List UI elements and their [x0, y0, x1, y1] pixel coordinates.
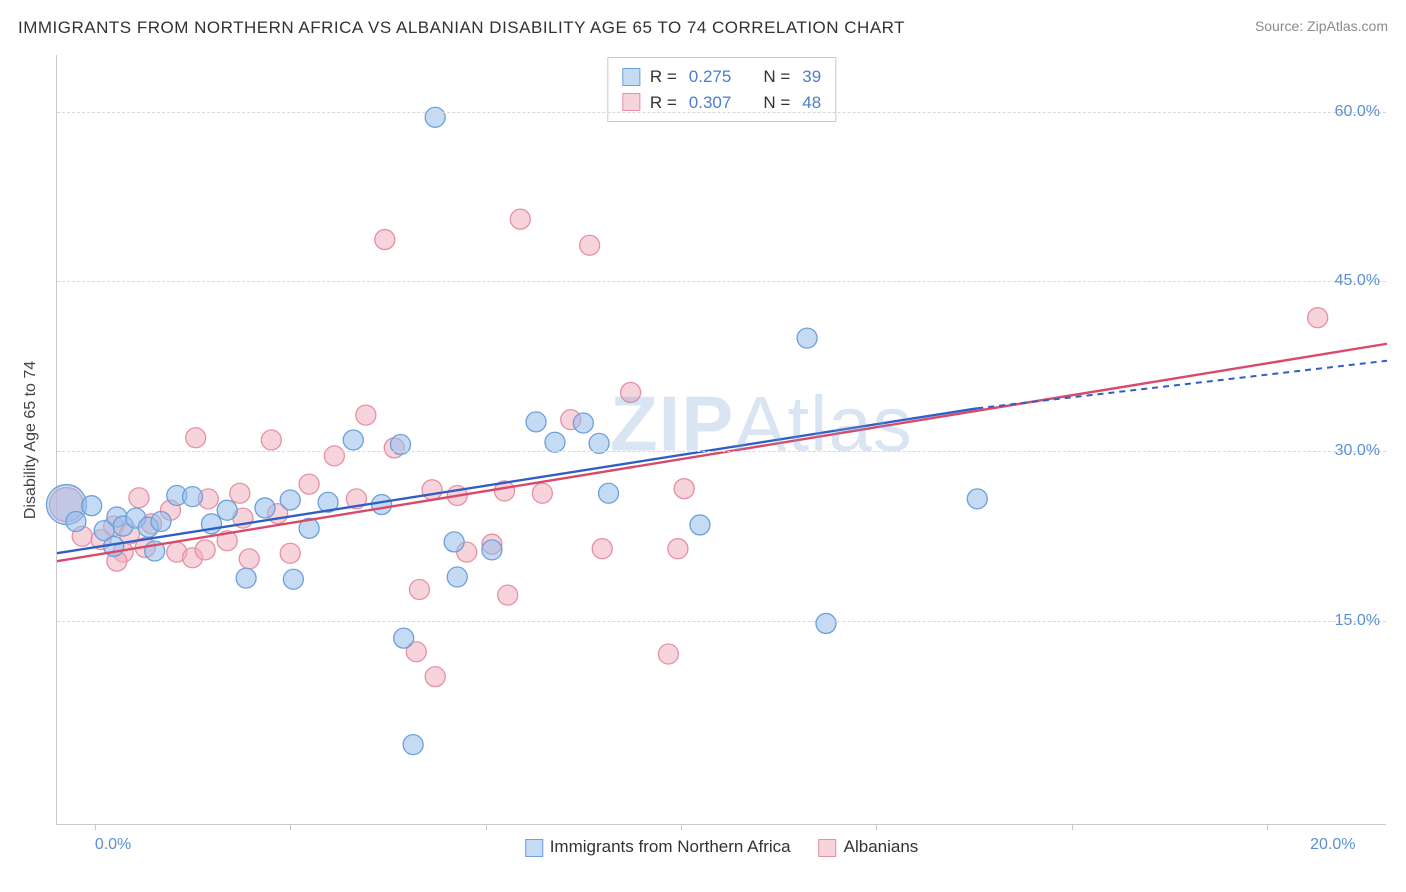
chart-svg: [57, 55, 1386, 824]
scatter-point: [217, 500, 237, 520]
legend-label-2: Albanians: [844, 837, 919, 856]
source-name: ZipAtlas.com: [1307, 18, 1388, 34]
scatter-point: [425, 107, 445, 127]
gridline: [57, 281, 1386, 282]
scatter-point: [573, 413, 593, 433]
scatter-point: [498, 585, 518, 605]
scatter-point: [425, 667, 445, 687]
scatter-point: [375, 230, 395, 250]
scatter-point: [967, 489, 987, 509]
scatter-point: [668, 539, 688, 559]
scatter-point: [592, 539, 612, 559]
scatter-point: [674, 479, 694, 499]
scatter-point: [82, 496, 102, 516]
scatter-point: [195, 540, 215, 560]
legend-swatch-blue: [525, 839, 543, 857]
y-tick-label: 45.0%: [1335, 272, 1380, 290]
scatter-point: [510, 209, 530, 229]
scatter-point: [532, 483, 552, 503]
n-label: N =: [763, 64, 790, 90]
source-attribution: Source: ZipAtlas.com: [1255, 18, 1388, 34]
scatter-point: [816, 613, 836, 633]
scatter-point: [580, 235, 600, 255]
trend-line: [57, 344, 1387, 561]
gridline: [57, 112, 1386, 113]
x-tick: [1267, 824, 1268, 830]
x-tick-label: 20.0%: [1310, 836, 1355, 854]
scatter-point: [526, 412, 546, 432]
x-tick: [290, 824, 291, 830]
scatter-point: [324, 446, 344, 466]
scatter-point: [422, 480, 442, 500]
scatter-point: [658, 644, 678, 664]
scatter-point: [280, 543, 300, 563]
r-value-1: 0.275: [689, 64, 732, 90]
x-tick: [1072, 824, 1073, 830]
x-tick-label: 0.0%: [95, 836, 131, 854]
gridline: [57, 451, 1386, 452]
scatter-point: [236, 568, 256, 588]
scatter-point: [299, 474, 319, 494]
scatter-point: [186, 428, 206, 448]
x-tick: [876, 824, 877, 830]
series-legend: Immigrants from Northern Africa Albanian…: [525, 837, 919, 857]
scatter-point: [239, 549, 259, 569]
x-tick: [486, 824, 487, 830]
legend-swatch-pink: [622, 93, 640, 111]
chart-header: IMMIGRANTS FROM NORTHERN AFRICA VS ALBAN…: [18, 18, 1388, 38]
scatter-point: [621, 382, 641, 402]
legend-swatch-blue: [622, 68, 640, 86]
scatter-point: [482, 540, 502, 560]
scatter-point: [545, 432, 565, 452]
scatter-point: [447, 567, 467, 587]
y-tick-label: 30.0%: [1335, 442, 1380, 460]
plot-area: ZIPAtlas R = 0.275 N = 39 R = 0.307 N = …: [56, 55, 1386, 825]
scatter-point: [283, 569, 303, 589]
legend-item-1: Immigrants from Northern Africa: [525, 837, 791, 857]
x-tick: [681, 824, 682, 830]
scatter-point: [183, 487, 203, 507]
scatter-point: [444, 532, 464, 552]
y-tick-label: 60.0%: [1335, 103, 1380, 121]
scatter-point: [255, 498, 275, 518]
scatter-point: [129, 488, 149, 508]
scatter-point: [261, 430, 281, 450]
scatter-point: [403, 735, 423, 755]
legend-row-series1: R = 0.275 N = 39: [622, 64, 821, 90]
scatter-point: [356, 405, 376, 425]
scatter-point: [409, 579, 429, 599]
legend-label-1: Immigrants from Northern Africa: [550, 837, 791, 856]
scatter-point: [66, 512, 86, 532]
n-value-1: 39: [802, 64, 821, 90]
y-axis-title: Disability Age 65 to 74: [22, 361, 40, 519]
chart-title: IMMIGRANTS FROM NORTHERN AFRICA VS ALBAN…: [18, 18, 905, 38]
scatter-point: [599, 483, 619, 503]
scatter-point: [690, 515, 710, 535]
scatter-point: [280, 490, 300, 510]
x-tick: [95, 824, 96, 830]
scatter-point: [394, 628, 414, 648]
scatter-point: [372, 495, 392, 515]
scatter-point: [230, 483, 250, 503]
scatter-point: [151, 512, 171, 532]
legend-swatch-pink: [819, 839, 837, 857]
scatter-point: [1308, 308, 1328, 328]
source-prefix: Source:: [1255, 18, 1307, 34]
gridline: [57, 621, 1386, 622]
y-tick-label: 15.0%: [1335, 612, 1380, 630]
legend-item-2: Albanians: [819, 837, 919, 857]
scatter-point: [797, 328, 817, 348]
scatter-point: [343, 430, 363, 450]
r-label: R =: [650, 64, 677, 90]
